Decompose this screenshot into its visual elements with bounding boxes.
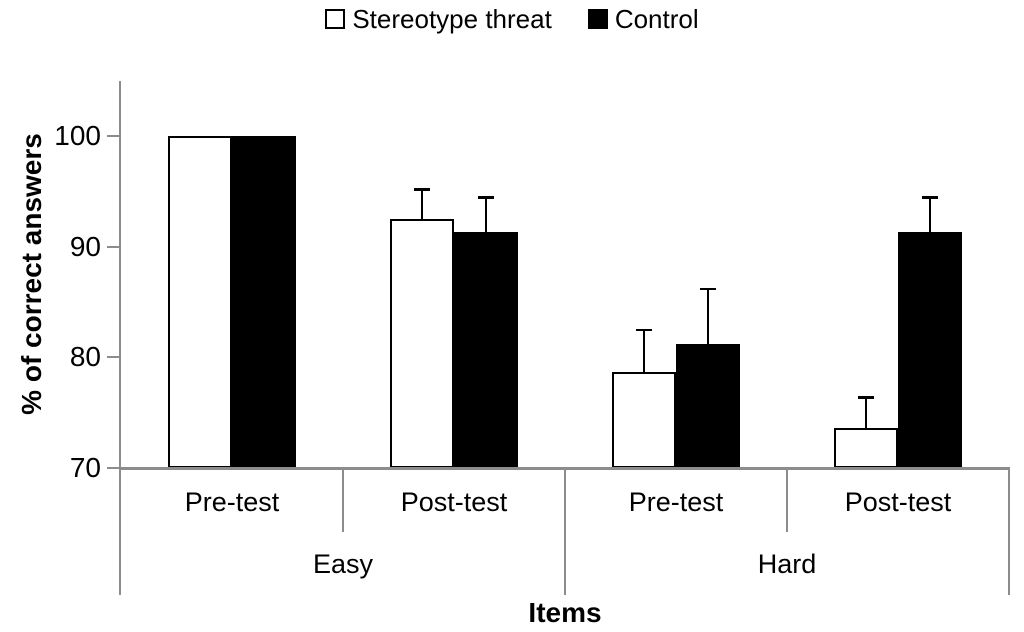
y-axis-tick bbox=[107, 245, 119, 248]
legend-item-control: Control bbox=[587, 4, 699, 34]
y-tick-label: 70 bbox=[69, 452, 101, 483]
error-bar-cap bbox=[414, 188, 430, 191]
bar-control bbox=[676, 344, 740, 468]
y-axis-tick bbox=[107, 356, 119, 359]
error-bar-whisker bbox=[928, 197, 932, 233]
error-bar-cap bbox=[478, 196, 494, 199]
y-tick-label: 80 bbox=[69, 341, 101, 373]
bar-control bbox=[898, 232, 962, 468]
bar-stereotype-threat bbox=[168, 136, 232, 468]
x-category-label: Pre-test bbox=[628, 487, 724, 517]
error-bar-whisker bbox=[420, 189, 424, 220]
error-bar-whisker bbox=[484, 197, 488, 233]
filled-square-swatch-icon bbox=[587, 9, 608, 29]
legend: Stereotype threat Control bbox=[0, 2, 1024, 36]
x-axis-title: Items bbox=[528, 597, 602, 628]
y-axis-tick bbox=[107, 467, 119, 469]
error-bar-whisker bbox=[642, 329, 646, 372]
category-separator bbox=[342, 470, 344, 532]
bar-stereotype-threat bbox=[390, 219, 454, 468]
error-bar-cap bbox=[636, 328, 652, 332]
category-table-right-border bbox=[1008, 468, 1010, 595]
y-tick-label: 100 bbox=[54, 120, 101, 152]
x-category-label: Post-test bbox=[844, 487, 952, 517]
error-bar-cap bbox=[700, 287, 716, 291]
bar-stereotype-threat bbox=[834, 428, 898, 468]
error-bar-whisker bbox=[864, 397, 868, 429]
open-square-swatch-icon bbox=[325, 9, 346, 29]
bar-control bbox=[232, 136, 296, 468]
x-category-label: Pre-test bbox=[184, 487, 280, 517]
x-supercategory-label: Hard bbox=[757, 549, 817, 579]
category-separator bbox=[786, 470, 788, 532]
x-category-label: Post-test bbox=[400, 487, 508, 517]
x-axis-line bbox=[119, 467, 1010, 470]
bar-control bbox=[454, 232, 518, 468]
y-axis-line bbox=[119, 81, 121, 595]
error-bar-cap bbox=[922, 196, 938, 199]
y-axis-tick bbox=[107, 135, 119, 138]
bar-stereotype-threat bbox=[612, 371, 676, 468]
x-supercategory-label: Easy bbox=[312, 549, 374, 579]
error-bar-cap bbox=[858, 396, 874, 399]
legend-item-stereotype-threat: Stereotype threat bbox=[325, 4, 552, 34]
legend-label-stereotype-threat: Stereotype threat bbox=[352, 4, 552, 34]
legend-label-control: Control bbox=[614, 4, 699, 34]
supercategory-separator bbox=[564, 470, 566, 595]
y-tick-label: 90 bbox=[69, 230, 101, 262]
error-bar-whisker bbox=[706, 288, 710, 345]
